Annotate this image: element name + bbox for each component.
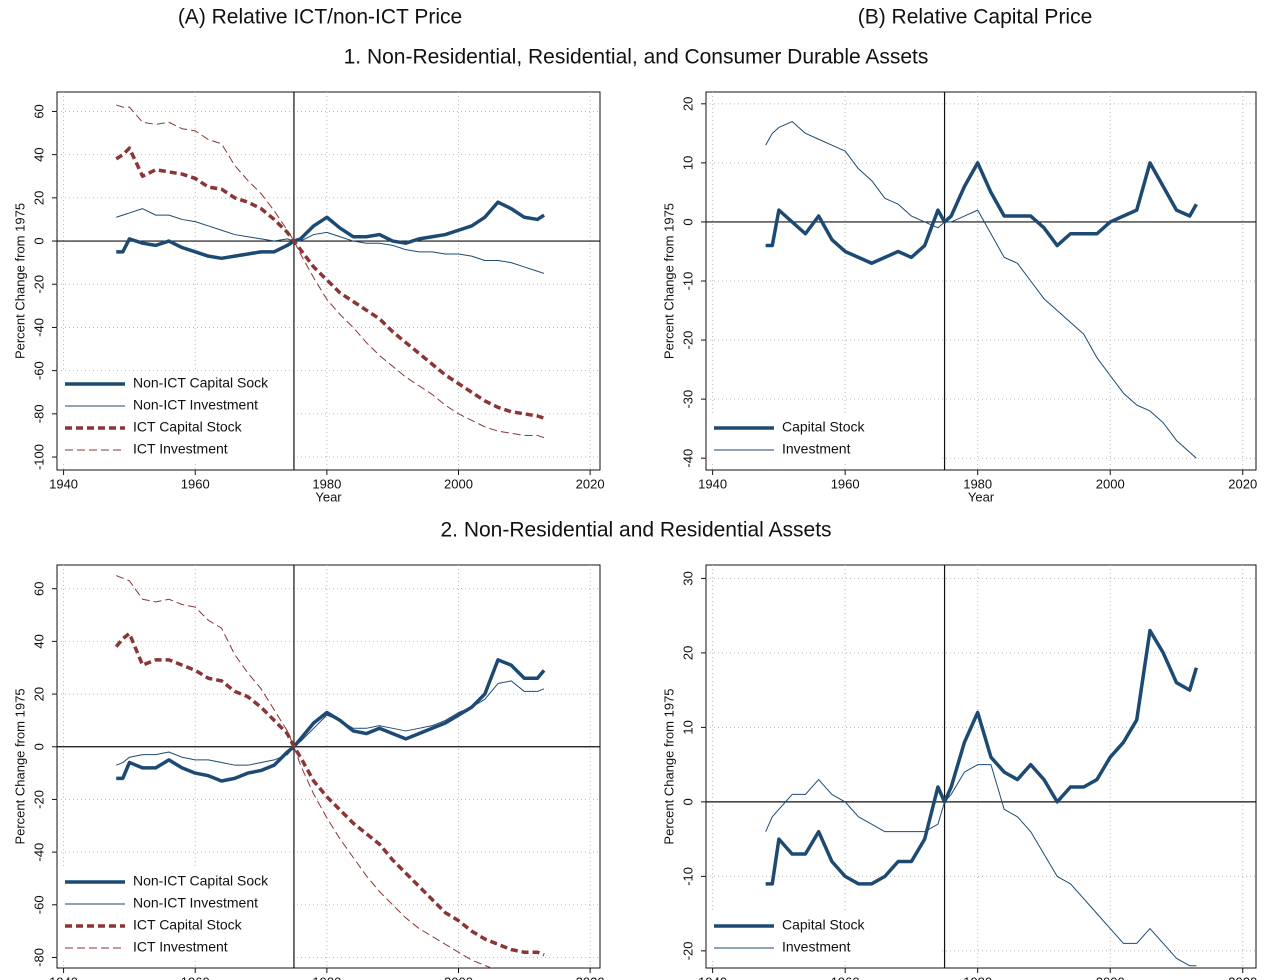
x-tick-label: 1980 — [312, 974, 341, 980]
series-line — [765, 628, 1199, 886]
y-tick-label: 40 — [31, 147, 46, 161]
series-line — [116, 680, 545, 766]
y-axis-label: Percent Change from 1975 — [12, 688, 27, 844]
x-tick-label: 2020 — [576, 476, 605, 491]
series-line — [116, 575, 493, 968]
x-tick-label: 1980 — [963, 476, 992, 491]
chart: 19401960198020002020-80-60-40-200204060Y… — [12, 564, 605, 980]
y-tick-label: -40 — [680, 449, 695, 468]
series-line — [116, 208, 545, 274]
y-tick-label: -40 — [31, 843, 46, 862]
legend-label: Investment — [782, 441, 851, 457]
chart: 1940 1960 1980 2000 2020 -100 -80 -60 -40 -20 0 20 4… — [12, 91, 605, 504]
x-tick-label: 2020 — [576, 974, 605, 980]
y-tick-label: -20 — [31, 790, 46, 809]
y-tick-label: -10 — [680, 867, 695, 886]
x-axis-label: Year — [968, 489, 995, 504]
x-tick-label: 1960 — [831, 974, 860, 980]
y-tick-label: -60 — [31, 895, 46, 914]
series-line — [115, 146, 545, 420]
x-tick-label: 2000 — [1096, 974, 1125, 980]
y-tick-label: -20 — [31, 275, 46, 294]
y-tick-label: 0 — [31, 743, 46, 750]
series-line — [116, 200, 546, 261]
y-tick-label: -20 — [680, 331, 695, 350]
x-tick-label: 1940 — [698, 974, 727, 980]
y-tick-label: -10 — [680, 272, 695, 291]
x-tick-label: 1940 — [698, 476, 727, 491]
legend-box — [710, 415, 940, 463]
legend-label: Non-ICT Capital Sock — [133, 873, 269, 889]
legend-box — [61, 371, 291, 463]
y-tick-label: 0 — [31, 237, 46, 244]
legend-label: ICT Capital Stock — [133, 917, 243, 933]
series-line — [116, 658, 546, 783]
y-tick-label: -60 — [31, 361, 46, 380]
y-tick-label: 40 — [31, 634, 46, 648]
y-tick-label: 20 — [680, 646, 695, 660]
y-tick-label: -100 — [31, 444, 46, 470]
y-tick-label: 20 — [31, 191, 46, 205]
legend-label: Investment — [782, 939, 851, 955]
x-tick-label: 1960 — [831, 476, 860, 491]
chart: 19401960198020002020-20-100102030YearPer… — [661, 564, 1257, 980]
section-title: 1. Non-Residential, Residential, and Con… — [344, 46, 929, 69]
x-axis-label: Year — [315, 489, 342, 504]
plot-area — [705, 564, 1257, 969]
x-tick-label: 1980 — [963, 974, 992, 980]
x-tick-label: 2000 — [444, 476, 473, 491]
y-tick-label: 20 — [680, 97, 695, 111]
y-axis-label: Percent Change from 1975 — [12, 203, 27, 359]
x-tick-label: 1940 — [49, 476, 78, 491]
y-axis-label: Percent Change from 1975 — [661, 688, 676, 844]
legend-box — [61, 869, 291, 961]
legend-label: Capital Stock — [782, 917, 865, 933]
series-line — [765, 121, 1197, 459]
series-line — [765, 161, 1198, 266]
x-tick-label: 2020 — [1228, 974, 1257, 980]
legend-label: ICT Investment — [133, 441, 228, 457]
y-tick-label: -20 — [680, 941, 695, 960]
x-tick-label: 2020 — [1228, 476, 1257, 491]
series-line — [114, 631, 545, 957]
y-tick-label: -80 — [31, 948, 46, 967]
series-line — [765, 764, 1197, 967]
x-tick-label: 2000 — [1096, 476, 1125, 491]
panel-header: (B) Relative Capital Price — [858, 6, 1093, 29]
legend-label: Capital Stock — [782, 419, 865, 435]
plot-area — [705, 91, 1257, 471]
y-tick-label: -40 — [31, 318, 46, 337]
section-title: 2. Non-Residential and Residential Asset… — [440, 519, 831, 542]
y-tick-label: 30 — [680, 571, 695, 585]
y-tick-label: 20 — [31, 687, 46, 701]
legend-label: Non-ICT Capital Sock — [133, 375, 269, 391]
y-tick-label: 60 — [31, 104, 46, 118]
x-tick-label: 1980 — [312, 476, 341, 491]
x-tick-label: 2000 — [444, 974, 473, 980]
y-tick-label: 0 — [680, 218, 695, 225]
y-tick-label: 60 — [31, 581, 46, 595]
legend-label: ICT Investment — [133, 939, 228, 955]
series-line — [116, 104, 545, 439]
y-tick-label: 10 — [680, 720, 695, 734]
y-tick-label: -80 — [31, 404, 46, 423]
y-tick-label: 10 — [680, 156, 695, 170]
x-tick-label: 1960 — [181, 476, 210, 491]
legend-box — [710, 913, 940, 961]
chart: 1940 1960 1980 2000 2020 -40 -30 -20 -10 0 10 20 Yea… — [661, 91, 1257, 504]
panel-header: (A) Relative ICT/non-ICT Price — [178, 6, 462, 29]
legend-label: Non-ICT Investment — [133, 397, 258, 413]
y-tick-label: 0 — [680, 798, 695, 805]
x-tick-label: 1940 — [49, 974, 78, 980]
legend-label: Non-ICT Investment — [133, 895, 258, 911]
legend-label: ICT Capital Stock — [133, 419, 243, 435]
y-tick-label: -30 — [680, 390, 695, 409]
x-tick-label: 1960 — [181, 974, 210, 980]
y-axis-label: Percent Change from 1975 — [661, 203, 676, 359]
